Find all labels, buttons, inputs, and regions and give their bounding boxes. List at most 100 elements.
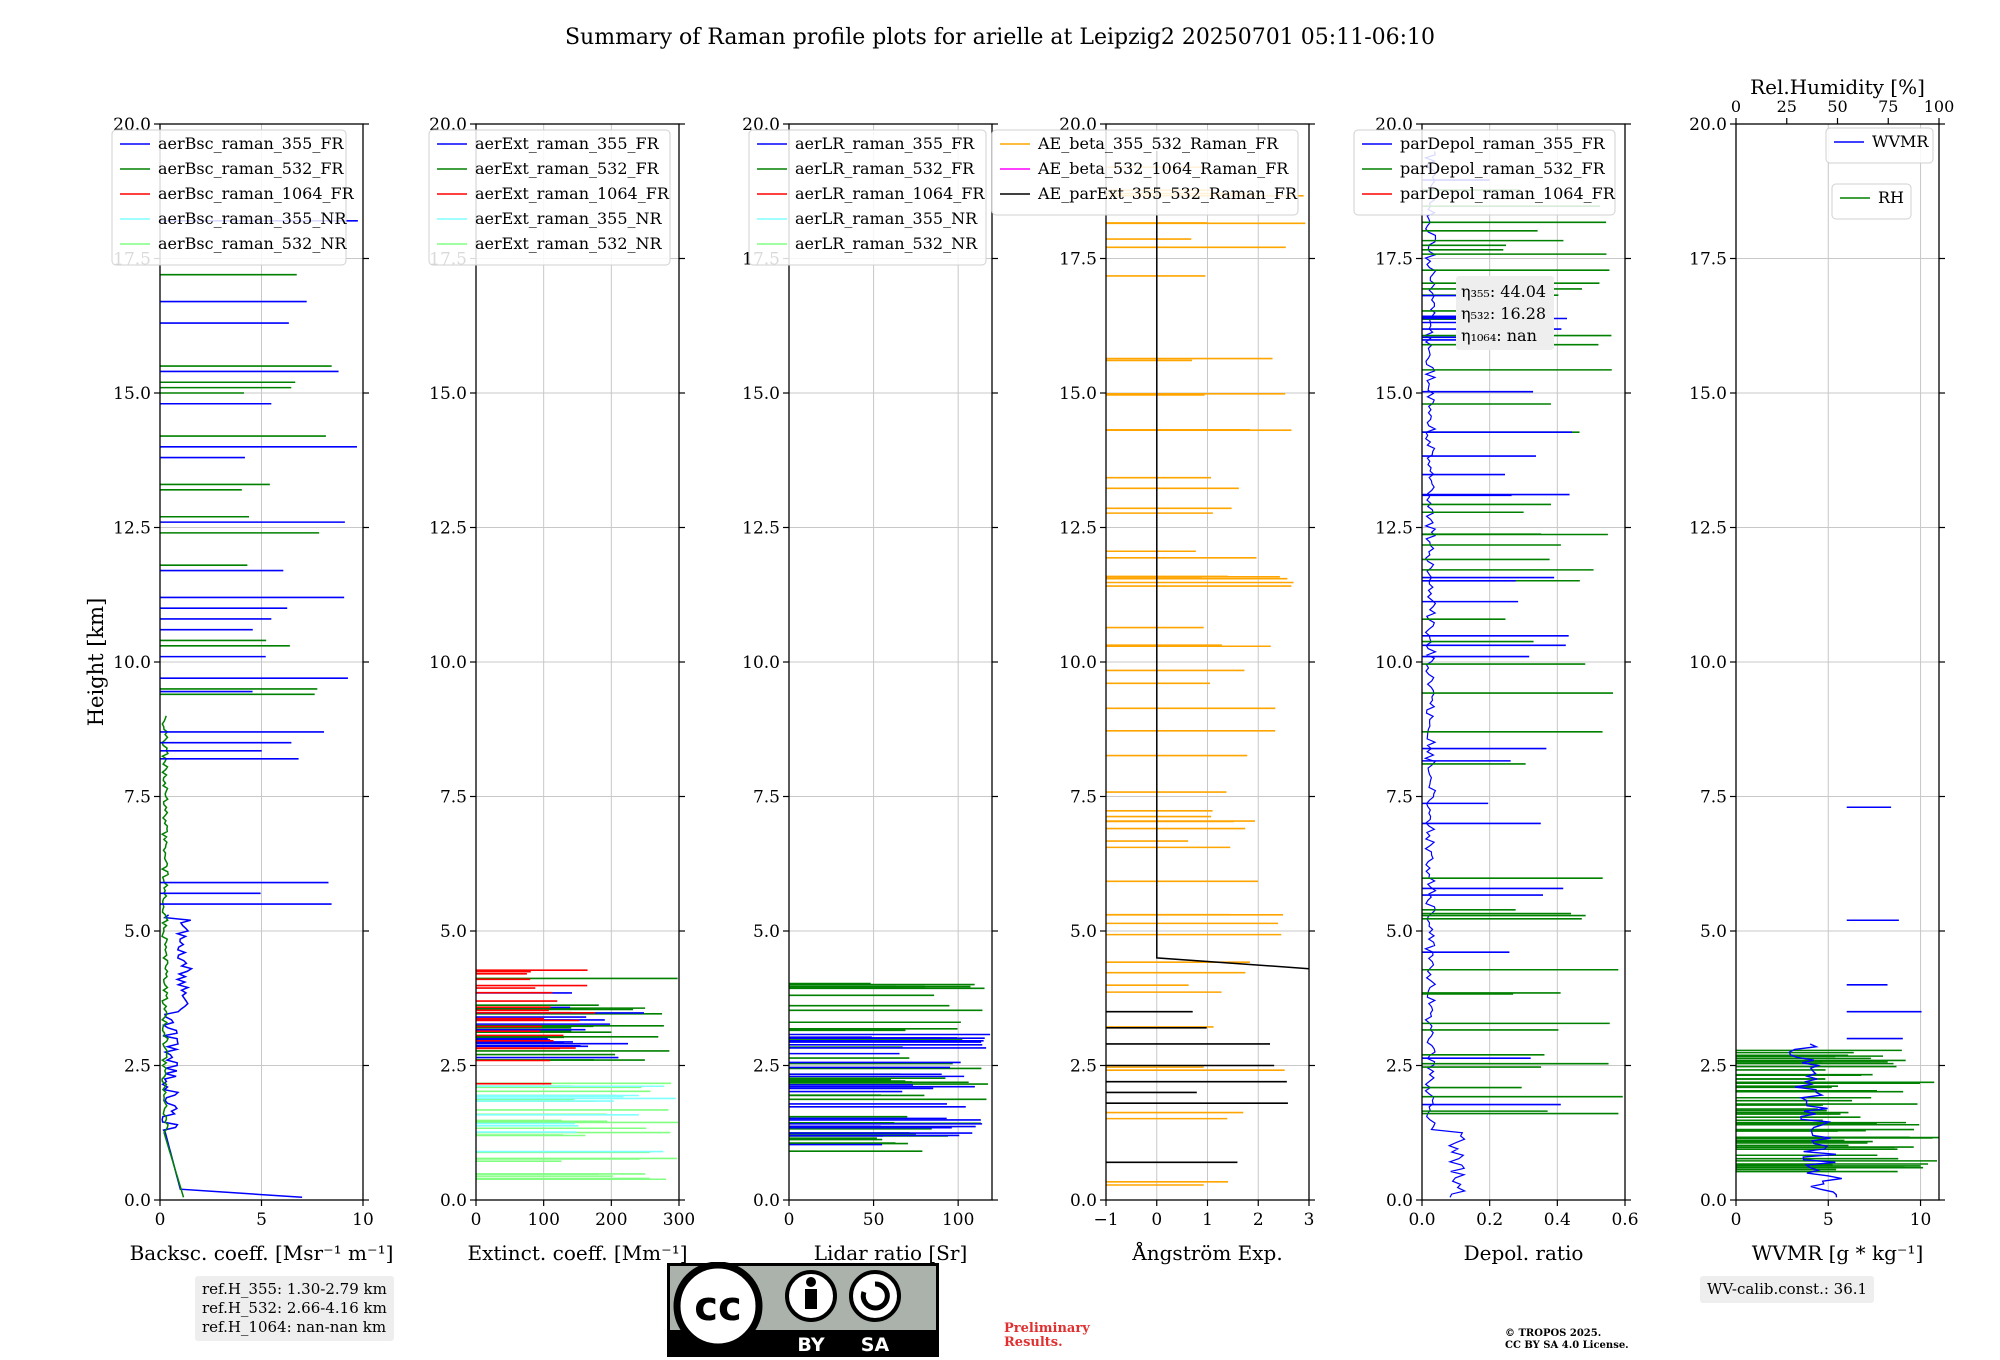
legend-depol [1353,129,1616,216]
top-x-tick-label: 0 [1731,97,1741,116]
x-tick-label: 0.6 [1611,1210,1638,1230]
x-tick-label: 0.2 [1476,1210,1503,1230]
copyright-line-1: © TROPOS 2025. [1505,1328,1602,1339]
axes-frame [159,123,364,1201]
ref-height-1064: ref.H_1064: nan-nan km [202,1318,387,1336]
legend-angstrom [991,129,1299,216]
preliminary-line-2: Results. [1004,1335,1063,1350]
y-tick-label: 12.5 [429,519,467,539]
legend-entry: RH [1878,188,1904,207]
y-tick-label: 0.0 [1070,1191,1097,1211]
series-wvmr [1788,1043,1842,1198]
by-label: BY [797,1334,824,1356]
y-tick-label: 0.0 [753,1191,780,1211]
y-tick-label: 15.0 [1375,384,1413,404]
y-tick-label: 5.0 [124,922,151,942]
wv-calibration-box: WV-calib.const.: 36.1 [1700,1276,1875,1303]
sa-arrow [860,1281,890,1311]
sa-label: SA [861,1334,890,1356]
ref-height-532: ref.H_532: 2.66-4.16 km [202,1299,387,1317]
legend-entry: WVMR [1872,132,1929,151]
y-tick-label: 2.5 [1700,1057,1727,1077]
x-tick-label: 0 [1151,1210,1162,1230]
cc-logo-text: cc [694,1284,741,1330]
y-tick-label: 15.0 [113,384,151,404]
y-tick-label: 10.0 [1689,653,1727,673]
axes-frame [475,123,680,1201]
legend-extinction [428,129,671,266]
x-tick-label: 300 [663,1210,695,1230]
legend-entry: aerExt_raman_355_NR [475,209,663,228]
top-x-tick-label: 25 [1777,97,1797,116]
y-tick-label: 12.5 [1689,519,1727,539]
legend-lidar-ratio [748,129,987,266]
cc-license-badge: cc BY SA [667,1262,939,1357]
series-ae-parext-355-532 [1156,150,1310,970]
y-tick-label: 7.5 [753,788,780,808]
x-tick-label: 5 [1823,1210,1834,1230]
y-tick-label: 2.5 [440,1057,467,1077]
preliminary-line-1: Preliminary [1004,1321,1090,1336]
series-bsc-532-fr [160,715,185,1198]
legend-entry: aerBsc_raman_1064_FR [158,184,355,203]
legend-entry: AE_beta_532_1064_Raman_FR [1037,159,1289,178]
wv-calibration-text: WV-calib.const.: 36.1 [1707,1280,1868,1298]
y-tick-label: 10.0 [429,653,467,673]
reference-height-box: ref.H_355: 1.30-2.79 km ref.H_532: 2.66-… [195,1276,394,1341]
y-tick-label: 0.0 [1700,1191,1727,1211]
x-tick-label: −1 [1093,1210,1118,1230]
depol-annotation-box [1456,276,1554,350]
legend-entry: aerLR_raman_532_NR [795,234,978,253]
top-x-tick-label: 100 [1924,97,1955,116]
series-bsc-355-fr [161,914,303,1199]
legend-entry: parDepol_raman_532_FR [1400,159,1606,178]
y-tick-label: 7.5 [1386,788,1413,808]
y-tick-label: 12.5 [1059,519,1097,539]
cc-logo-icon [673,1262,763,1351]
y-tick-label: 15.0 [742,384,780,404]
top-x-tick-label: 75 [1878,97,1898,116]
panel-1 [154,123,369,1206]
y-tick-label: 7.5 [1700,788,1727,808]
depol-annotation-line: η₁₀₆₄: nan [1461,326,1537,345]
y-tick-label: 2.5 [1070,1057,1097,1077]
depol-annotation-line: η₅₃₂: 16.28 [1461,304,1546,323]
legend-entry: aerBsc_raman_355_FR [158,134,344,153]
y-tick-label: 5.0 [753,922,780,942]
y-tick-label: 2.5 [753,1057,780,1077]
y-tick-label: 15.0 [429,384,467,404]
x-axis-label: Extinct. coeff. [Mm⁻¹] [467,1241,687,1265]
legend-entry: aerLR_raman_355_NR [795,209,978,228]
y-tick-label: 0.0 [124,1191,151,1211]
legend-rh [1831,183,1912,220]
panel-3 [783,123,998,1206]
figure-title: Summary of Raman profile plots for ariel… [565,25,1435,50]
x-axis-label: Ångström Exp. [1131,1240,1282,1265]
y-tick-label: 10.0 [113,653,151,673]
x-tick-label: 100 [527,1210,559,1230]
legend-entry: parDepol_raman_355_FR [1400,134,1606,153]
y-tick-label: 17.5 [1375,250,1413,270]
y-tick-label: 5.0 [1386,922,1413,942]
y-tick-label: 12.5 [113,519,151,539]
legend-backscatter [111,129,347,266]
x-tick-label: 2 [1253,1210,1264,1230]
y-tick-label: 15.0 [1689,384,1727,404]
legend-entry: aerLR_raman_355_FR [795,134,975,153]
legend-entry: aerExt_raman_532_NR [475,234,663,253]
legend-entry: AE_beta_355_532_Raman_FR [1037,134,1279,153]
legend-entry: aerBsc_raman_532_FR [158,159,344,178]
x-axis-label: Lidar ratio [Sr] [814,1241,968,1265]
x-tick-label: 10 [1910,1210,1932,1230]
y-tick-label: 12.5 [742,519,780,539]
y-tick-label: 5.0 [1700,922,1727,942]
ref-height-355: ref.H_355: 1.30-2.79 km [202,1280,387,1298]
panel-4 [1100,123,1315,1206]
x-tick-label: 0 [155,1210,166,1230]
by-person-body [805,1289,817,1309]
panel-6 [1730,123,1945,1206]
y-tick-label: 2.5 [124,1057,151,1077]
x-tick-label: 50 [863,1210,885,1230]
y-tick-label: 15.0 [1059,384,1097,404]
